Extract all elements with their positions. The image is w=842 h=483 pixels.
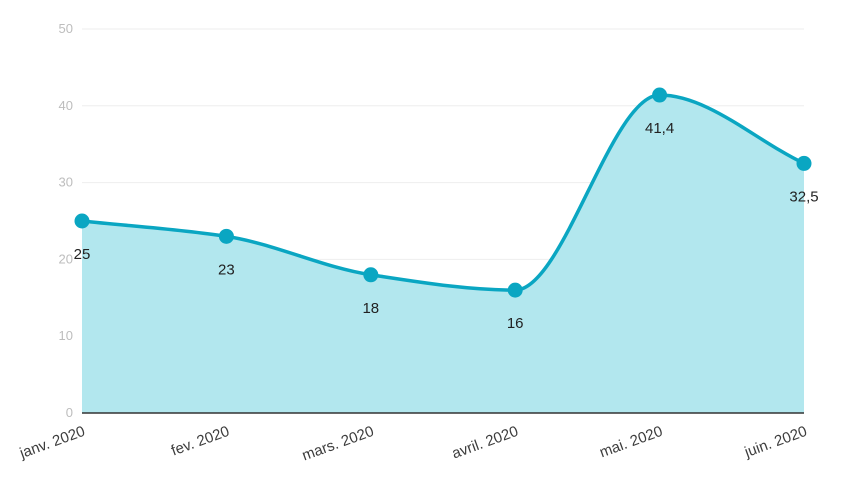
x-axis-ticks: janv. 2020 fev. 2020 mars. 2020 avril. 2020… <box>17 423 810 465</box>
x-tick-label: avril. 2020 <box>450 423 521 463</box>
data-label: 32,5 <box>789 188 818 205</box>
x-tick-label: mai. 2020 <box>597 423 665 462</box>
x-tick-label: juin. 2020 <box>741 423 809 462</box>
y-tick-label: 30 <box>59 175 73 190</box>
data-points <box>74 87 812 298</box>
x-tick-label: fev. 2020 <box>169 423 232 460</box>
data-point <box>74 213 90 229</box>
data-labels: 25 23 18 16 41,4 32,5 <box>74 120 819 332</box>
y-axis-ticks: 0 10 20 30 40 50 <box>59 21 73 420</box>
y-tick-label: 0 <box>66 405 73 420</box>
data-label: 41,4 <box>645 120 674 137</box>
y-tick-label: 20 <box>59 251 73 266</box>
y-tick-label: 40 <box>59 98 73 113</box>
y-tick-label: 50 <box>59 21 73 36</box>
y-tick-label: 10 <box>59 328 73 343</box>
x-tick-label: mars. 2020 <box>300 423 376 465</box>
data-point <box>363 267 379 283</box>
data-label: 16 <box>507 315 524 332</box>
data-point <box>218 228 234 244</box>
data-point <box>796 155 812 171</box>
series-area <box>82 95 804 413</box>
data-point <box>652 87 668 103</box>
data-point <box>507 282 523 298</box>
data-label: 18 <box>362 300 379 317</box>
x-tick-label: janv. 2020 <box>17 423 88 463</box>
data-label: 23 <box>218 261 235 278</box>
data-label: 25 <box>74 246 91 263</box>
